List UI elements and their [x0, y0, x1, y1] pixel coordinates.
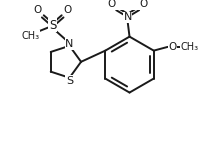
Text: CH₃: CH₃	[180, 42, 198, 52]
Text: CH₃: CH₃	[21, 31, 39, 41]
Text: S: S	[66, 76, 73, 86]
Text: O: O	[64, 5, 72, 16]
Text: O: O	[168, 42, 176, 52]
Text: O: O	[34, 5, 42, 16]
Text: N: N	[124, 12, 132, 22]
Text: O: O	[139, 0, 148, 9]
Text: S: S	[49, 19, 56, 32]
Text: O: O	[108, 0, 116, 9]
Text: N: N	[65, 39, 74, 49]
